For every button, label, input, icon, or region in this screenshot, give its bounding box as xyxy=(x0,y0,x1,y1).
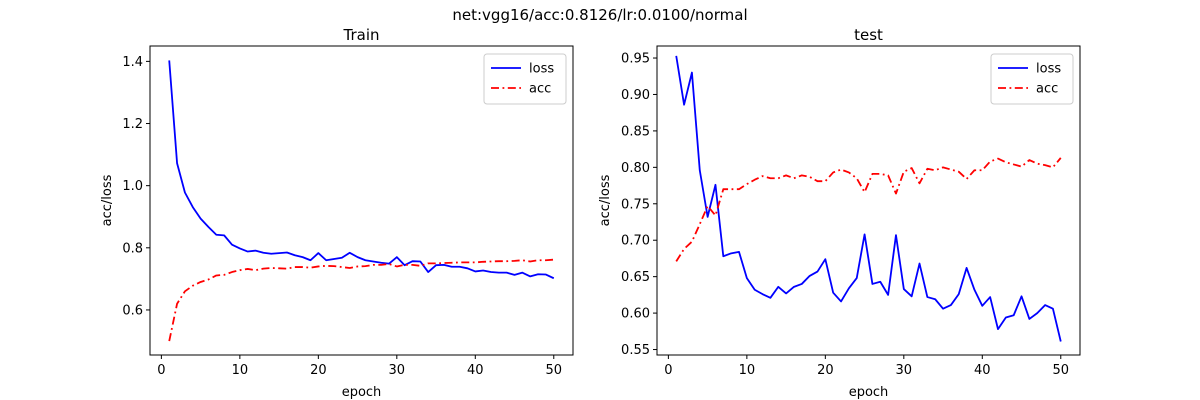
train-y-tick-label: 1.4 xyxy=(122,55,143,70)
train-axes-frame xyxy=(149,45,574,356)
train-x-tick-label: 10 xyxy=(232,363,249,378)
train-legend: loss acc xyxy=(483,53,567,105)
test-loss-series-line xyxy=(675,55,1062,342)
test-x-axis-label: epoch xyxy=(849,385,889,400)
test-legend-label-loss: loss xyxy=(1036,62,1061,77)
train-title: Train xyxy=(343,26,380,44)
test-subplot: test epoch acc/loss 0 10 20 30 40 50 0.55 0.60 0.65… xyxy=(598,26,1081,400)
train-subplot: Train epoch acc/loss 0 10 20 30 40 50 0.6 0.8 1.0 1.… xyxy=(100,26,574,400)
test-x-tick-label: 50 xyxy=(1052,363,1069,378)
test-y-tick-label: 0.80 xyxy=(621,161,650,176)
test-x-tick-label: 10 xyxy=(739,363,756,378)
train-loss-series-line xyxy=(168,60,555,280)
train-x-tick-label: 30 xyxy=(389,363,406,378)
test-y-tick-label: 0.75 xyxy=(621,197,650,212)
train-legend-label-acc: acc xyxy=(529,82,551,97)
train-x-tick-label: 50 xyxy=(545,363,562,378)
test-acc-series-line xyxy=(675,157,1062,262)
train-legend-label-loss: loss xyxy=(529,62,554,77)
test-y-tick-label: 0.90 xyxy=(621,88,650,103)
test-y-tick-label: 0.85 xyxy=(621,124,650,139)
figure-suptitle: net:vgg16/acc:0.8126/lr:0.0100/normal xyxy=(452,6,747,24)
train-y-axis-label: acc/loss xyxy=(100,174,115,226)
test-x-tick-label: 40 xyxy=(974,363,991,378)
train-x-axis-label: epoch xyxy=(342,385,382,400)
train-y-tick-label: 1.0 xyxy=(122,179,143,194)
test-legend-label-acc: acc xyxy=(1036,82,1058,97)
train-y-tick-label: 0.8 xyxy=(122,241,143,256)
test-y-tick-label: 0.60 xyxy=(621,307,650,322)
test-axes-frame xyxy=(656,45,1081,356)
test-y-tick-label: 0.95 xyxy=(621,52,650,67)
test-title: test xyxy=(854,26,883,44)
test-legend: loss acc xyxy=(990,53,1074,105)
train-legend-box xyxy=(483,53,567,105)
test-y-tick-label: 0.55 xyxy=(621,343,650,358)
train-x-tick-label: 40 xyxy=(467,363,484,378)
test-x-tick-label: 20 xyxy=(817,363,834,378)
test-y-tick-label: 0.70 xyxy=(621,234,650,249)
train-x-tick-label: 20 xyxy=(310,363,327,378)
test-y-tick-label: 0.65 xyxy=(621,270,650,285)
test-x-tick-label: 0 xyxy=(664,363,672,378)
train-y-tick-label: 0.6 xyxy=(122,303,143,318)
train-y-tick-label: 1.2 xyxy=(122,117,143,132)
train-x-tick-label: 0 xyxy=(157,363,165,378)
test-y-axis-label: acc/loss xyxy=(598,174,613,226)
test-legend-box xyxy=(990,53,1074,105)
test-x-tick-label: 30 xyxy=(896,363,913,378)
train-acc-series-line xyxy=(168,258,554,342)
